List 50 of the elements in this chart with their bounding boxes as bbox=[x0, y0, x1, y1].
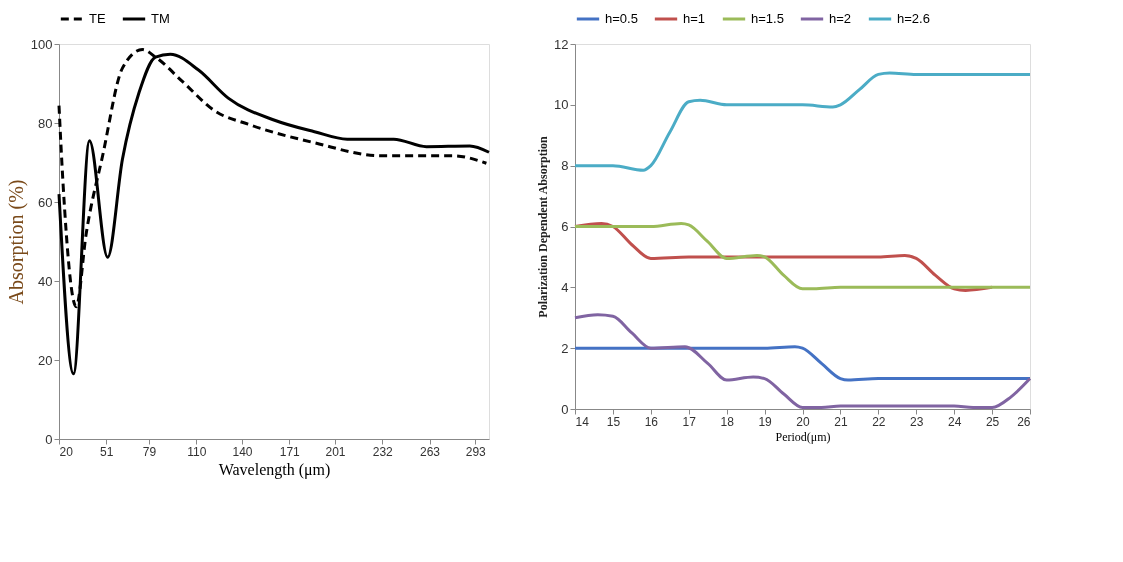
legend-label: h=1.5 bbox=[751, 11, 784, 26]
x-tick-label: 20 bbox=[59, 444, 74, 459]
x-tick-label: 26 bbox=[1017, 414, 1031, 429]
x-tick-label: 140 bbox=[232, 444, 253, 459]
y-tick-label: 80 bbox=[38, 115, 53, 131]
line-series bbox=[57, 52, 491, 376]
x-tick-label: 20 bbox=[796, 414, 810, 429]
x-tick-label: 263 bbox=[420, 444, 441, 459]
x-tick-label: 19 bbox=[758, 414, 773, 429]
x-tick-label: 15 bbox=[606, 414, 621, 429]
x-tick-label: 14 bbox=[575, 414, 590, 429]
x-tick-label: 232 bbox=[372, 444, 394, 459]
x-tick-label: 18 bbox=[720, 414, 735, 429]
x-axis-title: Period(μm) bbox=[775, 429, 831, 444]
line-series bbox=[573, 345, 1032, 382]
y-axis-title: Absorption (%) bbox=[4, 179, 28, 305]
x-tick-label: 110 bbox=[187, 444, 207, 459]
x-tick-label: 201 bbox=[325, 444, 346, 459]
y-tick-label: 100 bbox=[30, 36, 53, 52]
x-tick-label: 171 bbox=[279, 444, 301, 459]
x-tick-label: 79 bbox=[142, 444, 157, 459]
y-tick-label: 2 bbox=[561, 340, 569, 356]
legend-label: h=1 bbox=[683, 11, 706, 26]
y-tick-label: 8 bbox=[561, 158, 569, 174]
x-tick-label: 24 bbox=[947, 414, 962, 429]
legend-label: h=0.5 bbox=[605, 11, 638, 26]
x-axis-title: Wavelength (μm) bbox=[218, 460, 331, 479]
legend-label: TM bbox=[151, 11, 170, 26]
x-tick-label: 21 bbox=[834, 414, 848, 429]
y-tick-label: 4 bbox=[561, 279, 569, 295]
x-tick-label: 51 bbox=[100, 444, 114, 459]
y-axis-title: Polarization Dependent Absorption bbox=[536, 136, 551, 318]
y-tick-label: 20 bbox=[38, 352, 53, 368]
y-tick-label: 10 bbox=[554, 97, 569, 113]
x-tick-label: 23 bbox=[910, 414, 924, 429]
line-series bbox=[573, 71, 1032, 172]
y-tick-label: 0 bbox=[561, 401, 569, 417]
x-tick-label: 22 bbox=[872, 414, 886, 429]
x-tick-label: 25 bbox=[985, 414, 1000, 429]
x-tick-label: 293 bbox=[465, 444, 487, 459]
legend-label: TE bbox=[89, 11, 106, 26]
x-tick-label: 17 bbox=[682, 414, 697, 429]
legend-label: h=2.6 bbox=[897, 11, 930, 26]
legend-label: h=2 bbox=[829, 11, 852, 26]
y-tick-label: 60 bbox=[38, 194, 53, 210]
y-tick-label: 12 bbox=[554, 36, 569, 52]
y-tick-label: 40 bbox=[38, 273, 53, 289]
x-tick-label: 16 bbox=[644, 414, 659, 429]
y-tick-label: 0 bbox=[45, 431, 53, 447]
y-tick-label: 6 bbox=[561, 219, 569, 234]
